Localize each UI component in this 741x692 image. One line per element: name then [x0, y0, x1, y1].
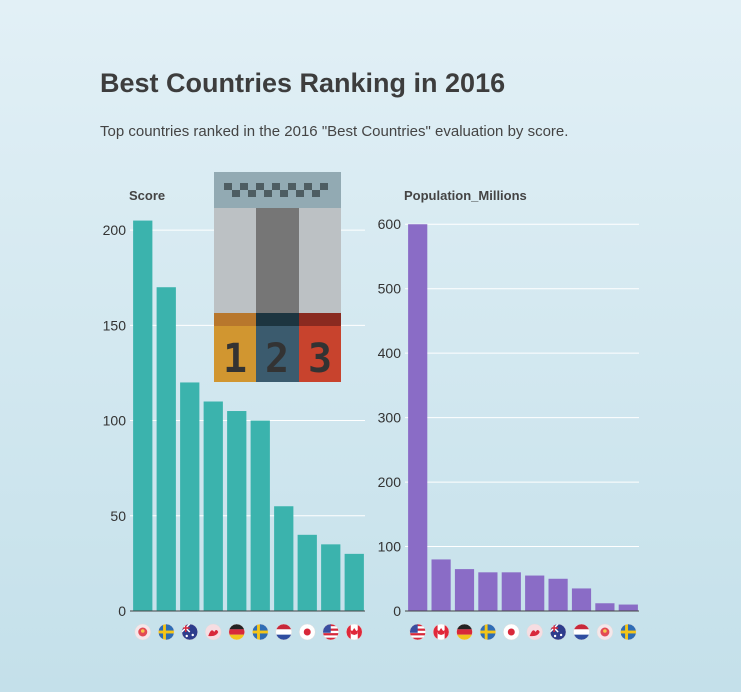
- score-bar-4: [203, 401, 223, 611]
- podium-label-2: 2: [265, 336, 289, 382]
- population-bar-7: [548, 578, 568, 611]
- population-y-tick-label: 0: [393, 603, 401, 619]
- population-bar-2: [431, 559, 451, 611]
- flag-germany-icon: [228, 623, 245, 641]
- flag-germany-icon: [456, 623, 473, 641]
- flag-canada-icon: [432, 623, 450, 641]
- flag-sweden-icon: [479, 623, 497, 641]
- score-bar-2: [156, 287, 176, 611]
- score-y-tick-label: 150: [103, 317, 127, 333]
- flag-denmark-icon: [526, 623, 543, 641]
- population-axis-title: Population_Millions: [404, 188, 527, 203]
- score-axis-title: Score: [129, 188, 165, 203]
- podium-label-3: 3: [308, 336, 332, 382]
- flag-sweden-icon: [620, 623, 637, 641]
- population-bar-9: [595, 603, 615, 611]
- population-y-tick-label: 100: [378, 539, 402, 555]
- population-y-tick-label: 400: [378, 345, 402, 361]
- score-bar-8: [297, 534, 317, 611]
- flag-canada-icon: [346, 623, 363, 641]
- flag-japan-icon: [299, 623, 316, 641]
- population-bar-4: [478, 572, 498, 611]
- flag-australia-icon: [181, 623, 198, 641]
- score-bar-3: [180, 382, 200, 611]
- population-bar-3: [454, 569, 475, 611]
- flag-sweden-icon: [252, 623, 269, 641]
- population-bar-10: [618, 604, 638, 611]
- score-bar-9: [321, 544, 341, 611]
- flag-switzerland-icon: [134, 623, 151, 641]
- flag-denmark-icon: [205, 623, 222, 641]
- population-y-tick-label: 300: [378, 410, 402, 426]
- flag-us-icon: [409, 623, 426, 641]
- flag-us-icon: [322, 623, 339, 641]
- population-bar-1: [408, 224, 428, 611]
- score-bar-7: [274, 506, 294, 611]
- podium-label-1: 1: [223, 336, 247, 382]
- flag-japan-icon: [503, 623, 520, 641]
- population-panel: Population_Millions 0 100 200 300 400 500 600: [378, 188, 639, 641]
- podium-1-2-3-icon: 1 2 3: [214, 172, 341, 382]
- score-bar-6: [250, 420, 270, 611]
- population-bar-8: [571, 588, 592, 611]
- chart-subtitle: Top countries ranked in the 2016 "Best C…: [100, 123, 569, 140]
- score-bar-10: [344, 553, 364, 611]
- score-y-tick-label: 100: [103, 413, 127, 429]
- score-bar-5: [227, 411, 247, 611]
- flag-sweden-icon: [158, 623, 175, 641]
- population-bar-5: [501, 572, 521, 611]
- population-y-tick-label: 200: [378, 474, 402, 490]
- population-y-tick-label: 500: [378, 281, 402, 297]
- population-bar-6: [525, 575, 545, 611]
- score-y-tick-label: 0: [118, 603, 126, 619]
- chart-title: Best Countries Ranking in 2016: [100, 68, 506, 98]
- score-y-tick-label: 50: [110, 508, 126, 524]
- score-y-tick-label: 200: [103, 222, 127, 238]
- flag-australia-icon: [549, 623, 567, 641]
- score-bar-1: [133, 220, 153, 611]
- population-y-tick-label: 600: [378, 216, 402, 232]
- flag-netherlands-icon: [573, 623, 590, 641]
- flag-netherlands-icon: [275, 623, 292, 641]
- flag-switzerland-icon: [596, 623, 614, 641]
